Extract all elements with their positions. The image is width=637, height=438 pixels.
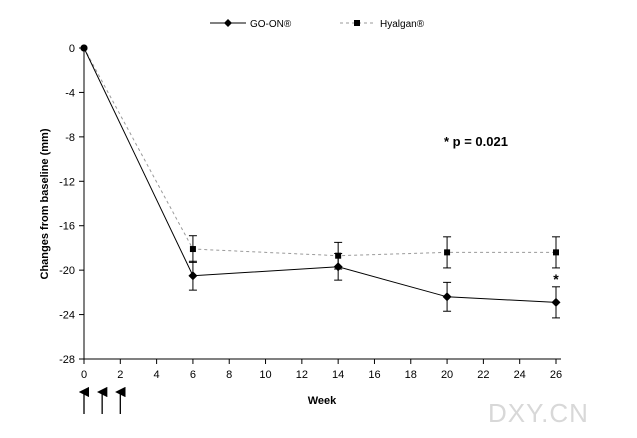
data-point-go-on	[442, 292, 452, 302]
x-tick-label: 8	[226, 369, 232, 381]
legend-marker-go-on	[224, 19, 232, 27]
x-tick-label: 2	[117, 369, 123, 381]
y-tick-label: -28	[59, 354, 75, 366]
x-tick-label: 16	[368, 369, 380, 381]
x-tick-label: 22	[477, 369, 489, 381]
y-tick-label: -4	[65, 87, 75, 99]
y-axis-title: Changes from baseline (mm)	[39, 128, 51, 279]
y-ticks: 0 -4 -8 -12 -16 -20 -24 -28	[59, 43, 84, 366]
data-point-go-on	[333, 262, 343, 272]
x-tick-label: 4	[154, 369, 160, 381]
x-tick-label: 26	[550, 369, 562, 381]
data-point-hyalgan	[553, 249, 559, 256]
x-tick-label: 0	[81, 369, 87, 381]
legend-label-hyalgan: Hyalgan®	[380, 19, 425, 30]
injection-arrows	[78, 386, 126, 414]
series-go-on	[80, 44, 561, 319]
series-hyalgan	[80, 44, 560, 270]
data-point-hyalgan	[189, 246, 196, 253]
y-tick-label: -12	[59, 176, 75, 188]
series-line-go-on	[83, 47, 557, 303]
data-point-hyalgan	[444, 249, 451, 256]
x-axis-title: Week	[308, 395, 337, 407]
y-tick-label: -8	[65, 132, 75, 144]
x-tick-label: 12	[296, 369, 308, 381]
series-layer	[80, 44, 561, 319]
x-tick-label: 20	[441, 369, 453, 381]
x-ticks: 0 2 4 6 8 10 12 14 16 18 20 22 24 26	[81, 359, 562, 381]
y-tick-label: -20	[59, 265, 75, 277]
legend-marker-hyalgan	[354, 20, 360, 26]
origin-point	[80, 44, 88, 52]
watermark: DXY.CN	[488, 398, 589, 428]
legend: GO-ON® Hyalgan®	[210, 19, 425, 30]
y-tick-label: 0	[69, 43, 75, 55]
x-tick-label: 18	[405, 369, 417, 381]
x-tick-label: 24	[514, 369, 526, 381]
x-tick-label: 14	[332, 369, 344, 381]
x-tick-label: 10	[259, 369, 271, 381]
series-line-hyalgan	[83, 47, 556, 257]
y-tick-label: -24	[59, 310, 75, 322]
data-point-go-on	[188, 271, 198, 281]
y-tick-label: -16	[59, 221, 75, 233]
x-tick-label: 6	[190, 369, 196, 381]
data-point-go-on	[551, 297, 561, 307]
p-value-annotation: * p = 0.021	[444, 134, 508, 149]
legend-label-go-on: GO-ON®	[250, 19, 292, 30]
significance-star: *	[553, 271, 559, 287]
